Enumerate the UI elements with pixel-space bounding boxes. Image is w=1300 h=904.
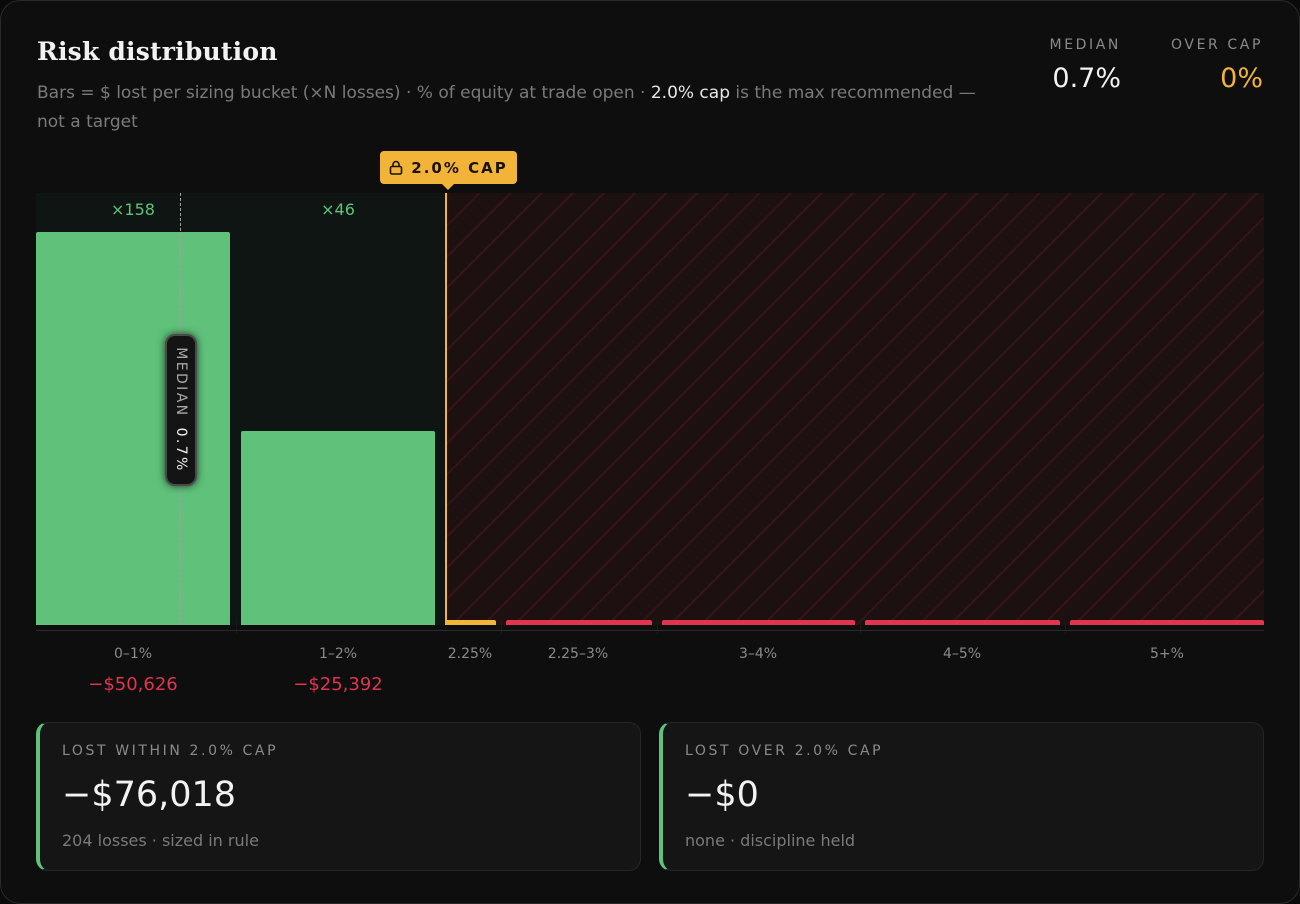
over-cap-bar-6 <box>1070 620 1264 625</box>
tick-label-4: 3–4% <box>738 646 778 662</box>
within-cap-value: −$76,018 <box>62 775 237 815</box>
bucket-separator-1 <box>501 620 502 634</box>
cap-tag-label: 2.0% CAP <box>411 158 508 177</box>
over-cap-label: LOST OVER 2.0% CAP <box>685 743 884 759</box>
over-cap-bar-3 <box>506 620 652 625</box>
chart-subtitle: Bars = $ lost per sizing bucket (×N loss… <box>37 79 997 137</box>
over-cap-value: −$0 <box>685 775 759 815</box>
median-marker: MEDIAN 0.7% <box>165 334 197 486</box>
within-cap-note: 204 losses · sized in rule <box>62 831 259 850</box>
tick-label-3: 2.25–3% <box>547 646 609 662</box>
bar-0 <box>36 232 230 625</box>
median-marker-value: 0.7% <box>173 427 189 473</box>
bucket-separator-3 <box>860 620 861 634</box>
tick-label-0: 0–1% <box>113 646 153 662</box>
median-stat-value: 0.7% <box>1052 63 1121 94</box>
bucket-separator-4 <box>1065 620 1066 634</box>
bucket-separator-2 <box>657 620 658 634</box>
median-stat: MEDIAN 0.7% <box>1050 37 1121 94</box>
count-label-1: ×46 <box>321 200 355 219</box>
bucket-separator-0 <box>236 620 237 634</box>
over-cap-summary: LOST OVER 2.0% CAP −$0 none · discipline… <box>659 722 1264 871</box>
chart-title: Risk distribution <box>37 37 278 66</box>
cap-line <box>445 193 447 625</box>
over-cap-stat: OVER CAP 0% <box>1171 37 1263 94</box>
tick-label-5: 4–5% <box>942 646 982 662</box>
subtitle-cap-highlight: 2.0% cap <box>650 83 730 103</box>
tick-label-6: 5+% <box>1150 646 1184 662</box>
chart-baseline <box>36 630 1264 631</box>
loss-label-0: −$50,626 <box>88 674 178 695</box>
over-cap-bar-4 <box>662 620 855 625</box>
over-cap-stat-value: 0% <box>1220 63 1263 94</box>
subtitle-text-end: is the max recommended — not a target <box>37 83 976 132</box>
tick-label-2: 2.25% <box>447 646 493 662</box>
over-cap-bar-5 <box>865 620 1060 625</box>
bar-1 <box>241 431 435 625</box>
cap-bucket-bar <box>445 620 496 625</box>
median-marker-label: MEDIAN <box>173 347 189 418</box>
within-cap-label: LOST WITHIN 2.0% CAP <box>62 743 279 759</box>
tick-label-1: 1–2% <box>318 646 358 662</box>
over-cap-zone <box>447 193 1264 625</box>
median-stat-label: MEDIAN <box>1049 37 1121 53</box>
subtitle-text-start: Bars = $ lost per sizing bucket (×N loss… <box>37 83 651 103</box>
lock-icon <box>389 160 403 175</box>
within-cap-summary: LOST WITHIN 2.0% CAP −$76,018 204 losses… <box>36 722 641 871</box>
over-cap-stat-label: OVER CAP <box>1171 37 1263 53</box>
count-label-0: ×158 <box>111 200 155 219</box>
loss-label-1: −$25,392 <box>293 674 383 695</box>
cap-tag: 2.0% CAP <box>380 151 517 190</box>
over-cap-note: none · discipline held <box>685 831 856 850</box>
